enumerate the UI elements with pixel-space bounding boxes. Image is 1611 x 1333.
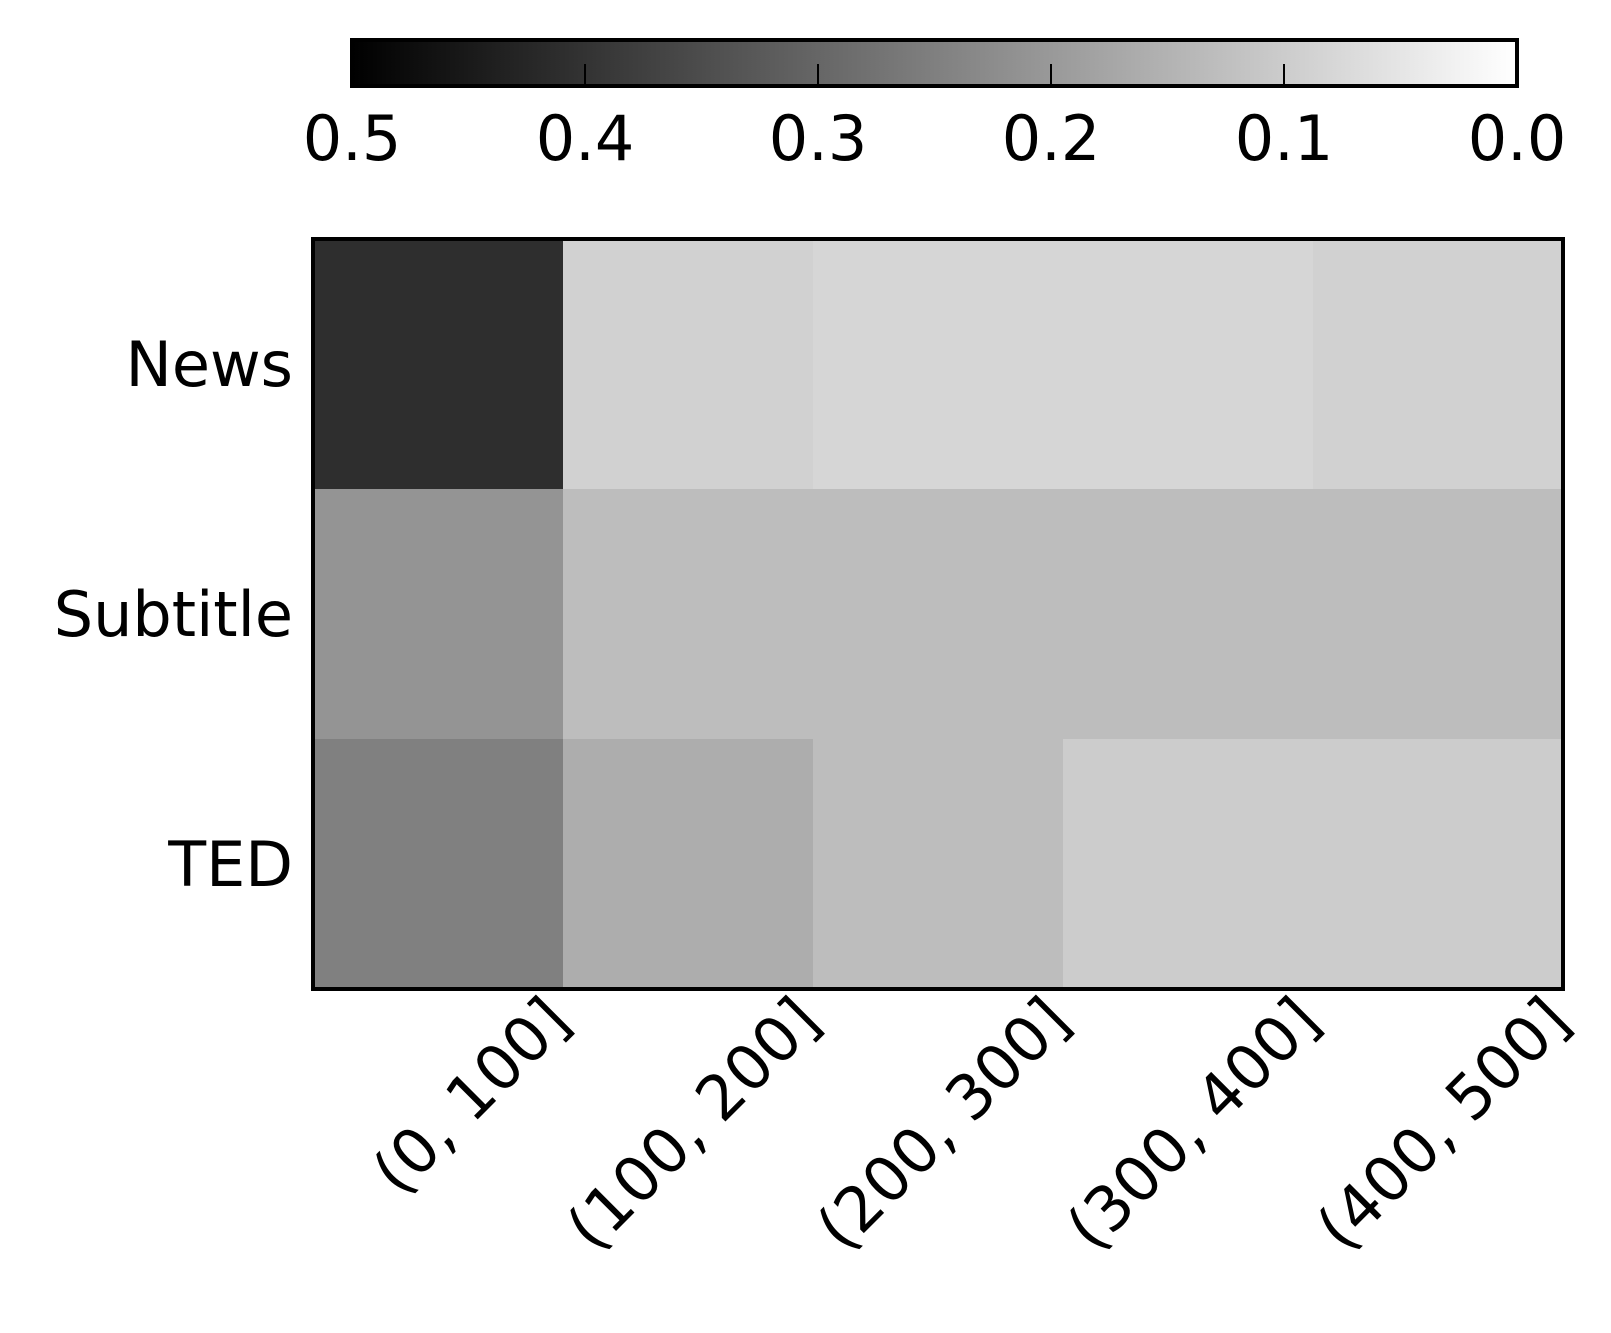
heatmap-cell bbox=[1063, 739, 1314, 990]
heatmap-cell bbox=[1063, 239, 1314, 490]
plot-frame bbox=[311, 237, 1565, 991]
colorbar-tick-label: 0.4 bbox=[536, 102, 635, 175]
heatmap-cell bbox=[1313, 489, 1564, 740]
heatmap-cell bbox=[813, 739, 1064, 990]
heatmap-cell bbox=[563, 739, 814, 990]
heatmap-cell bbox=[313, 489, 564, 740]
heatmap-cell bbox=[1063, 489, 1314, 740]
x-tick-label: (100, 200] bbox=[553, 983, 834, 1264]
colorbar-tick-label: 0.0 bbox=[1468, 102, 1567, 175]
heatmap-cell bbox=[563, 489, 814, 740]
x-tick-label: (200, 300] bbox=[803, 983, 1084, 1264]
x-tick-label: (0, 100] bbox=[358, 983, 583, 1208]
colorbar-tick-label: 0.3 bbox=[769, 102, 868, 175]
heatmap-cell bbox=[313, 739, 564, 990]
x-tick-label: (400, 500] bbox=[1303, 983, 1584, 1264]
heatmap-cell bbox=[813, 239, 1064, 490]
y-axis-ticks: News Subtitle TED bbox=[54, 328, 293, 901]
heatmap-cell bbox=[563, 239, 814, 490]
y-tick-label: TED bbox=[167, 828, 293, 901]
colorbar-gradient bbox=[350, 38, 1519, 88]
x-tick-label: (300, 400] bbox=[1053, 983, 1334, 1264]
heatmap-cell bbox=[1313, 739, 1564, 990]
heatmap-cell bbox=[813, 489, 1064, 740]
y-tick-label: News bbox=[125, 328, 293, 401]
y-tick-label: Subtitle bbox=[54, 578, 293, 651]
colorbar: 0.5 0.4 0.3 0.2 0.1 0.0 bbox=[303, 38, 1567, 175]
colorbar-tick-label: 0.5 bbox=[303, 102, 402, 175]
x-axis-ticks: (0, 100](100, 200](200, 300](300, 400](4… bbox=[358, 983, 1583, 1264]
heatmap-cells bbox=[311, 237, 1565, 991]
colorbar-tick-label: 0.2 bbox=[1002, 102, 1101, 175]
heatmap-cell bbox=[313, 239, 564, 490]
colorbar-tick-label: 0.1 bbox=[1235, 102, 1334, 175]
heatmap-cell bbox=[1313, 239, 1564, 490]
